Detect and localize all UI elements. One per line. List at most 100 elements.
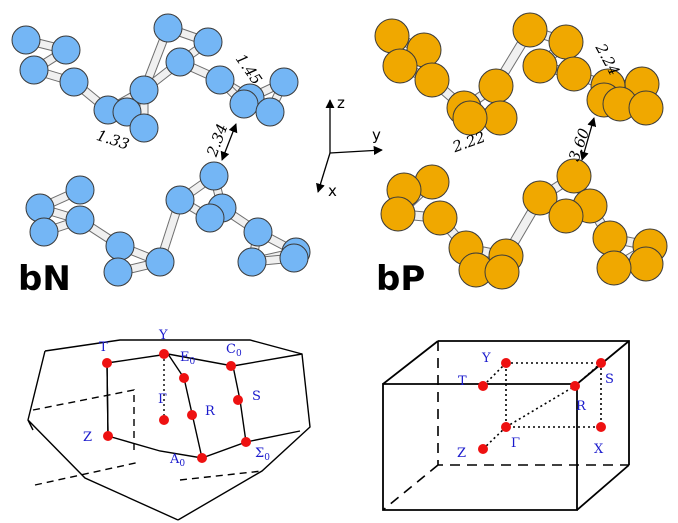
y-axis (329, 145, 383, 156)
bz-left-point-marker (103, 431, 113, 441)
bz-left-point-marker (102, 358, 112, 368)
bn-atom (193, 27, 223, 57)
bn-atom (19, 55, 49, 85)
bz-left-point-marker (233, 395, 243, 405)
bn-atom (51, 35, 81, 65)
bn-distance-3: 2.34 (203, 121, 232, 159)
bp-atom (478, 68, 514, 104)
bz-right-point-marker (478, 381, 488, 391)
bz-left-point-marker (179, 373, 189, 383)
bz-right-point-label: Z (457, 446, 466, 461)
bz-right-point-label: T (458, 374, 467, 389)
bp-atom (452, 100, 488, 136)
bn-atom (29, 217, 59, 247)
bz-left-point-marker (159, 415, 169, 425)
x-axis (316, 152, 331, 193)
bn-atom (11, 25, 41, 55)
bp-atom (548, 24, 584, 60)
bn-atom (153, 13, 183, 43)
bn-label: bN (18, 259, 71, 299)
bn-atom (195, 203, 225, 233)
bp-atom (380, 196, 416, 232)
bz-left-point-label: Γ (158, 392, 167, 407)
bp-atom (422, 200, 458, 236)
bn-atom (255, 97, 285, 127)
bz-left (27, 339, 311, 521)
bz-left-point-marker (197, 453, 207, 463)
bn-structure: 1.45 1.33 2.34 bN (11, 13, 311, 299)
bp-structure: 2.24 2.22 3.60 bP (374, 12, 668, 299)
bp-atom (382, 48, 418, 84)
bn-atom (105, 231, 135, 261)
bp-atom (596, 250, 632, 286)
bz-right-point-marker (501, 422, 511, 432)
bz-left-outline (27, 339, 311, 521)
bp-atom (556, 56, 592, 92)
bz-right-point-marker (501, 358, 511, 368)
bz-right-point-label: Y (481, 351, 491, 366)
bz-right-point-marker (478, 444, 488, 454)
bn-atom (65, 205, 95, 235)
bp-atom (592, 220, 628, 256)
bp-distance-3: 3.60 (565, 126, 593, 164)
x-axis-label: x (328, 182, 337, 200)
bz-left-point-label: S (252, 389, 261, 404)
bz-left-point-marker (159, 349, 169, 359)
bn-atom (103, 257, 133, 287)
bz-right-point-marker (596, 358, 606, 368)
bz-right-hidden (382, 341, 629, 511)
bp-atom (414, 62, 450, 98)
bz-left-point-marker (187, 410, 197, 420)
bn-atom (129, 75, 159, 105)
bp-atom (522, 180, 558, 216)
z-axis-label: z (337, 94, 345, 112)
bn-atom (205, 65, 235, 95)
bp-atom (548, 198, 584, 234)
bn-atom (237, 247, 267, 277)
bn-atom (165, 185, 195, 215)
bn-atom (279, 243, 309, 273)
bz-right-point-marker (570, 381, 580, 391)
bp-atom (522, 48, 558, 84)
bp-atoms (374, 12, 668, 290)
bz-right-kpath (482, 362, 602, 450)
bn-atom (145, 247, 175, 277)
bp-atom (374, 18, 410, 54)
bp-label: bP (376, 259, 425, 299)
bz-right-point-label: X (594, 442, 604, 457)
bn-atoms (11, 13, 311, 287)
bp-atom (628, 90, 664, 126)
bn-distance-2: 1.33 (94, 126, 131, 153)
bz-left-point-label: Y (158, 328, 168, 343)
bz-right-points: YT S R Γ X Z (457, 351, 614, 461)
coordinate-axes: z y x (316, 94, 383, 200)
bz-left-point-label: Σ0 (255, 446, 270, 463)
bz-left-top-face (106, 353, 247, 459)
bp-interlayer-arrow (579, 117, 597, 161)
bz-left-hidden (32, 389, 263, 486)
bp-atom (556, 158, 592, 194)
bp-atom (628, 246, 664, 282)
bn-atom (59, 67, 89, 97)
y-axis-label: y (372, 126, 381, 144)
bp-atom (482, 100, 518, 136)
bn-atom (65, 175, 95, 205)
bn-atom (269, 67, 299, 97)
bz-left-point-marker (241, 437, 251, 447)
bz-right-point-label: S (605, 372, 614, 387)
bp-atom (512, 12, 548, 48)
bz-right-point-marker (596, 422, 606, 432)
bn-distance-1: 1.45 (232, 50, 266, 88)
bz-right (382, 340, 630, 511)
bn-interlayer-arrow (220, 123, 238, 161)
bp-atom (484, 254, 520, 290)
bp-distance-2: 2.22 (449, 128, 487, 157)
bz-right-point-label: Γ (511, 436, 520, 451)
bz-left-point-label: R (205, 404, 216, 419)
bn-atom (129, 113, 159, 143)
bz-left-point-label: Z (83, 430, 92, 445)
bz-left-point-label: E0 (180, 350, 196, 367)
bz-left-point-label: C0 (226, 342, 242, 359)
